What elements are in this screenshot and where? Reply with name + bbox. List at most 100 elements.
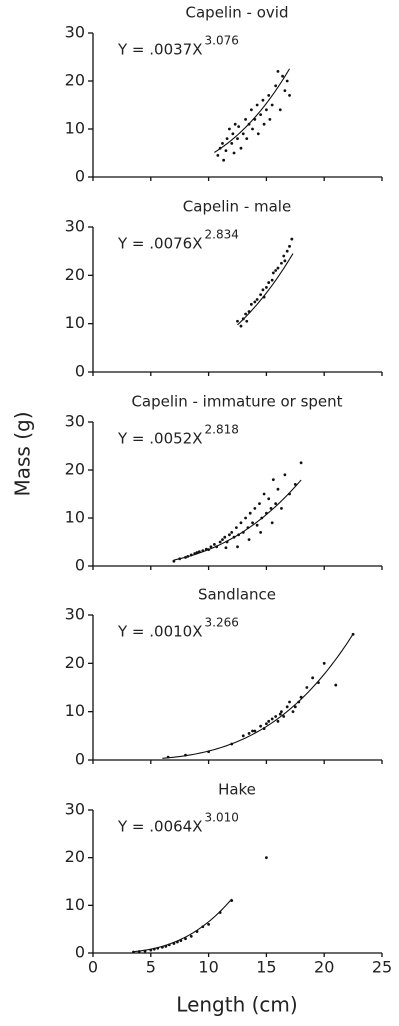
data-point (291, 710, 295, 714)
data-point (311, 676, 315, 680)
data-point (293, 705, 297, 709)
data-point (179, 939, 183, 943)
data-point (234, 526, 238, 529)
data-point (269, 507, 273, 510)
data-point (218, 146, 222, 150)
data-point (276, 487, 280, 491)
y-tick-label: 20 (65, 653, 85, 672)
data-point (178, 557, 182, 561)
y-tick-label: 10 (65, 313, 85, 332)
data-point (239, 521, 243, 525)
data-point (184, 937, 187, 941)
data-point (288, 492, 291, 496)
data-point (143, 949, 147, 953)
data-point (282, 715, 286, 718)
data-point (253, 507, 257, 510)
y-tick-label: 0 (75, 556, 85, 575)
data-point (276, 719, 280, 723)
equation: Y = .0064X (117, 818, 203, 836)
data-point (317, 681, 320, 685)
data-point (225, 540, 229, 544)
data-point (271, 271, 275, 275)
data-point (166, 755, 170, 759)
data-point (221, 142, 224, 145)
data-point (236, 545, 239, 549)
data-point (251, 127, 254, 131)
data-point (184, 753, 187, 757)
data-point (224, 149, 228, 153)
data-point (189, 934, 193, 938)
data-point (283, 259, 287, 263)
y-tick-label: 30 (65, 605, 85, 624)
data-point (186, 555, 190, 558)
data-point (244, 516, 247, 520)
data-point (274, 715, 278, 718)
data-point (322, 661, 326, 665)
data-point (241, 531, 245, 534)
data-point (260, 516, 264, 520)
data-point (270, 103, 274, 107)
data-point (258, 502, 261, 505)
data-point (201, 549, 205, 553)
panel-title: Sandlance (198, 586, 276, 604)
data-point (247, 538, 251, 541)
data-point (195, 930, 199, 933)
data-point (270, 521, 274, 525)
data-point (204, 547, 208, 551)
data-point (256, 132, 260, 136)
panel-title: Capelin - immature or spent (131, 393, 342, 411)
data-point (244, 118, 247, 121)
data-point (228, 127, 231, 131)
data-point (164, 944, 168, 948)
data-point (184, 555, 187, 559)
data-point (351, 632, 355, 636)
data-point (262, 295, 266, 299)
data-point (137, 950, 141, 953)
data-point (259, 724, 263, 728)
data-point (216, 154, 220, 157)
data-point (299, 695, 303, 699)
data-point (259, 113, 263, 116)
data-point (293, 483, 297, 486)
data-point (224, 546, 228, 550)
data-point (241, 317, 245, 321)
data-point (276, 70, 280, 73)
data-point (241, 734, 245, 738)
data-point (278, 108, 282, 112)
data-point (261, 98, 265, 102)
data-point (222, 158, 226, 162)
data-point (231, 132, 235, 136)
data-point (259, 293, 263, 297)
data-point (255, 103, 259, 107)
data-point (236, 319, 239, 323)
data-point (265, 722, 268, 726)
data-point (283, 473, 287, 477)
data-point (218, 540, 222, 544)
data-point (247, 310, 251, 313)
data-point (276, 266, 280, 270)
data-point (255, 523, 259, 527)
data-point (221, 538, 224, 541)
data-point (267, 719, 271, 723)
data-point (280, 261, 283, 265)
data-point (244, 312, 247, 316)
data-point (230, 142, 234, 145)
fit-curve (237, 253, 294, 326)
data-point (152, 947, 156, 951)
data-point (280, 710, 283, 714)
y-tick-label: 10 (65, 119, 85, 138)
data-point (265, 511, 268, 515)
data-point (249, 108, 253, 112)
data-point (172, 559, 176, 563)
data-point (236, 137, 239, 141)
data-point (253, 729, 257, 733)
data-point (270, 717, 274, 721)
data-point (233, 122, 237, 126)
equation: Y = .0037X (117, 41, 203, 59)
y-tick-label: 0 (75, 167, 85, 186)
data-point (225, 137, 229, 141)
equation: Y = .0076X (117, 235, 203, 253)
y-axis-label: Mass (g) (11, 411, 35, 496)
data-point (167, 943, 171, 947)
x-tick-label: 5 (146, 958, 156, 977)
